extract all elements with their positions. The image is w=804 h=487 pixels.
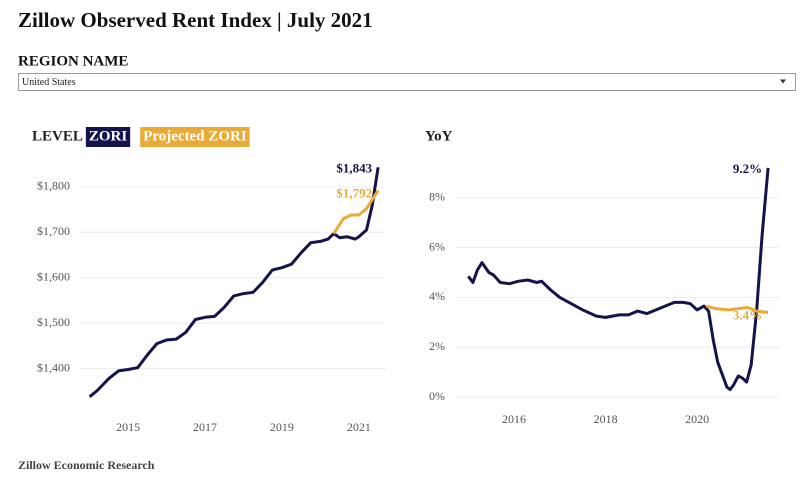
x-tick-label: 2015 [116, 420, 140, 434]
y-tick-label: 8% [429, 190, 445, 204]
x-tick-label: 2016 [502, 412, 526, 426]
y-tick-label: $1,400 [37, 360, 70, 374]
y-tick-label: $1,600 [37, 269, 70, 283]
legend-label: Projected ZORI [143, 128, 247, 144]
series-line [88, 167, 380, 398]
data-label: 3.4% [733, 307, 762, 322]
y-tick-label: 6% [429, 239, 445, 253]
series-line [705, 304, 769, 314]
x-tick-label: 2018 [594, 412, 618, 426]
region-label: REGION NAME [18, 53, 128, 69]
data-label: $1,792 [336, 185, 372, 200]
x-tick-label: 2017 [193, 420, 217, 434]
y-tick-label: $1,500 [37, 315, 70, 329]
x-tick-label: 2020 [685, 412, 709, 426]
chart-title: YoY [425, 128, 453, 144]
y-tick-label: $1,700 [37, 224, 70, 238]
y-tick-label: 4% [429, 289, 445, 303]
legend-label: ZORI [89, 128, 128, 144]
data-label: 9.2% [733, 161, 762, 176]
region-dropdown[interactable] [18, 73, 796, 91]
y-tick-label: 0% [429, 389, 445, 403]
chart-title: LEVEL [32, 128, 83, 144]
legend-swatch [85, 127, 131, 147]
y-tick-label: $1,800 [37, 179, 70, 193]
x-tick-label: 2019 [270, 420, 294, 434]
region-value: United States [22, 77, 76, 88]
footer: Zillow Economic Research [18, 458, 155, 472]
x-tick-label: 2021 [347, 420, 371, 434]
data-label: $1,843 [336, 160, 372, 175]
y-tick-label: 2% [429, 339, 445, 353]
page-title: Zillow Observed Rent Index | July 2021 [18, 8, 373, 32]
legend-swatch [140, 127, 250, 147]
dropdown-arrow [780, 79, 786, 84]
series-line [332, 189, 380, 235]
series-line [467, 167, 770, 392]
